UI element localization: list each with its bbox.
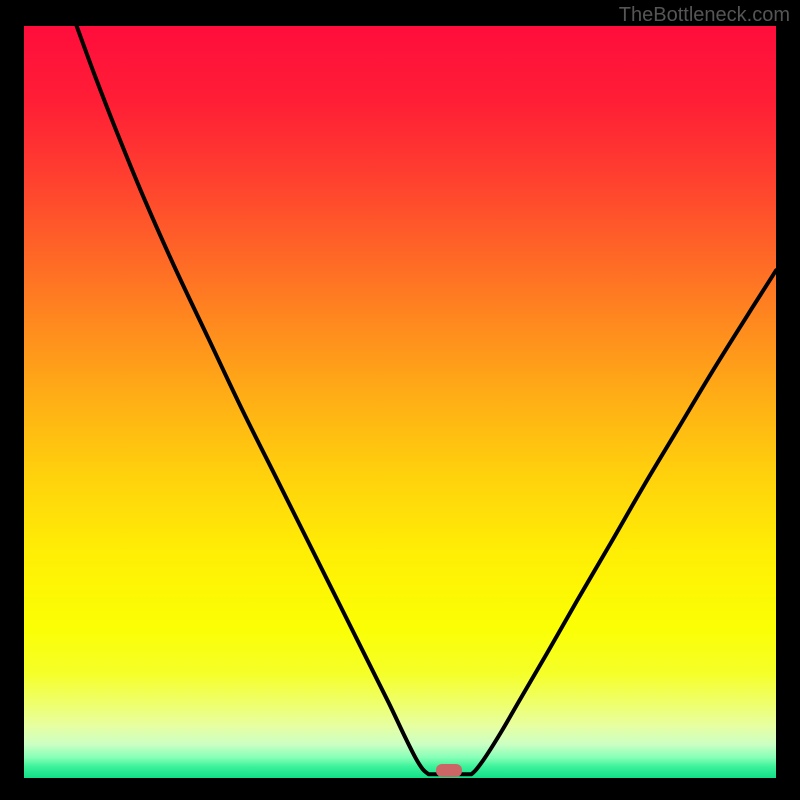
attribution-text: TheBottleneck.com xyxy=(619,4,790,27)
optimum-marker xyxy=(436,764,462,778)
bottleneck-curve xyxy=(24,26,776,778)
plot-area xyxy=(24,26,776,778)
chart-container: TheBottleneck.com xyxy=(0,0,800,800)
